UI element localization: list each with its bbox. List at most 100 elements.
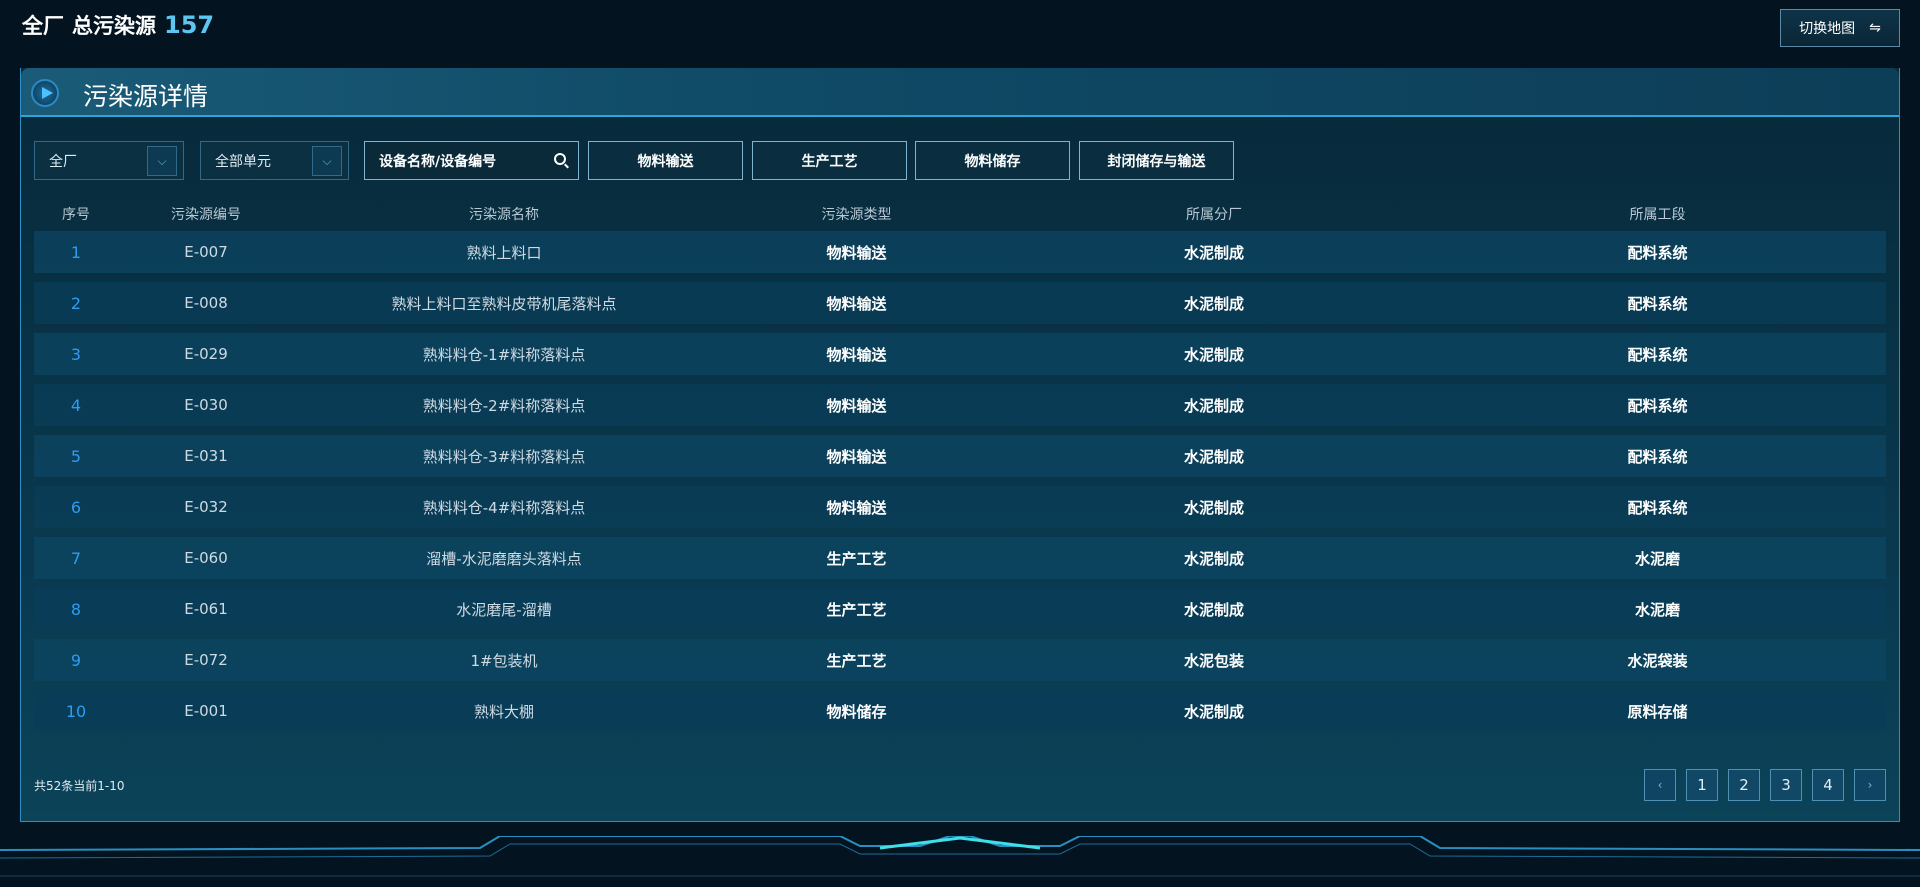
table-cell: 熟料料仓-3#料称落料点 [422, 447, 586, 466]
filter-material-storage-button[interactable]: 物料储存 [915, 141, 1070, 180]
page-button-2[interactable]: 2 [1728, 769, 1760, 801]
table-cell: 物料输送 [826, 498, 887, 517]
table-cell: 水泥制成 [1183, 345, 1244, 364]
total-label: 总污染源 [72, 14, 156, 38]
column-header: 所属分厂 [1186, 207, 1242, 223]
table-header: 序号 污染源编号 污染源名称 污染源类型 所属分厂 所属工段 [34, 203, 1886, 225]
table-cell: 水泥制成 [1183, 294, 1244, 313]
search-input[interactable]: 设备名称/设备编号 [364, 141, 579, 180]
table-cell: 配料系统 [1627, 498, 1688, 517]
table-cell: 水泥制成 [1183, 447, 1244, 466]
table-cell: E-061 [184, 600, 228, 618]
chevron-down-icon[interactable]: ⌵ [312, 146, 342, 176]
table-cell: 物料输送 [826, 396, 887, 415]
table-cell: 物料输送 [826, 447, 887, 466]
table-cell: 10 [65, 701, 87, 721]
table-cell: 2 [70, 293, 82, 313]
table-cell: 水泥制成 [1183, 600, 1244, 619]
column-header: 污染源编号 [171, 207, 241, 223]
table-cell: E-031 [184, 447, 228, 465]
page-button-3[interactable]: 3 [1770, 769, 1802, 801]
table-cell: 8 [70, 599, 82, 619]
column-header: 所属工段 [1629, 207, 1686, 223]
bottom-frame-decoration [0, 836, 1920, 877]
column-header: 污染源名称 [469, 207, 539, 223]
table-cell: 配料系统 [1627, 243, 1688, 262]
unit-select[interactable]: 全部单元 ⌵ [200, 141, 349, 180]
search-icon[interactable] [554, 153, 566, 165]
table-cell: 配料系统 [1627, 294, 1688, 313]
table-cell: 水泥磨尾-溜槽 [456, 600, 552, 619]
table-cell: 水泥制成 [1183, 549, 1244, 568]
chevron-down-icon[interactable]: ⌵ [147, 146, 177, 176]
table-cell: 4 [70, 395, 82, 415]
page-button-1[interactable]: 1 [1686, 769, 1718, 801]
table-cell: 水泥制成 [1183, 243, 1244, 262]
table-cell: 6 [70, 497, 82, 517]
plant-select[interactable]: 全厂 ⌵ [34, 141, 184, 180]
table-cell: E-072 [184, 651, 228, 669]
table-cell: 熟料料仓-1#料称落料点 [422, 345, 586, 364]
table-cell: 水泥磨 [1634, 549, 1680, 568]
search-placeholder: 设备名称/设备编号 [379, 153, 497, 170]
table-cell: 生产工艺 [826, 549, 887, 568]
play-icon [31, 79, 59, 107]
table-cell: E-032 [184, 498, 228, 516]
filter-material-transport-button[interactable]: 物料输送 [588, 141, 743, 180]
table-cell: E-060 [184, 549, 228, 567]
column-header: 序号 [62, 207, 90, 223]
page-button-4[interactable]: 4 [1812, 769, 1844, 801]
table-cell: 水泥制成 [1183, 396, 1244, 415]
prev-page-button[interactable]: ‹ [1644, 769, 1676, 801]
total-count: 157 [164, 11, 215, 39]
table-cell: 水泥包装 [1183, 651, 1244, 670]
pagination-summary: 共52条当前1-10 [34, 779, 125, 793]
table-cell: 7 [70, 548, 82, 568]
panel-header: 污染源详情 [21, 68, 1899, 117]
table-cell: E-030 [184, 396, 228, 414]
table-cell: 配料系统 [1627, 396, 1688, 415]
table-cell: 物料储存 [826, 702, 887, 721]
table-cell: 3 [70, 344, 82, 364]
table-cell: 物料输送 [826, 294, 887, 313]
table-row[interactable]: 8 E-061 水泥磨尾-溜槽 生产工艺 水泥制成 水泥磨 [34, 588, 1886, 630]
table-cell: 配料系统 [1627, 345, 1688, 364]
table-cell: 9 [70, 650, 82, 670]
table-row[interactable]: 2 E-008 熟料上料口至熟料皮带机尾落料点 物料输送 水泥制成 配料系统 [34, 282, 1886, 324]
table-cell: 熟料大棚 [473, 702, 534, 721]
table-cell: 物料输送 [826, 345, 887, 364]
table-cell: 5 [70, 446, 82, 466]
table-row[interactable]: 3 E-029 熟料料仓-1#料称落料点 物料输送 水泥制成 配料系统 [34, 333, 1886, 375]
table-row[interactable]: 7 E-060 溜槽-水泥磨磨头落料点 生产工艺 水泥制成 水泥磨 [34, 537, 1886, 579]
table-row[interactable]: 9 E-072 1#包装机 生产工艺 水泥包装 水泥袋装 [34, 639, 1886, 681]
table-cell: 1 [70, 242, 82, 262]
filter-production-process-button[interactable]: 生产工艺 [752, 141, 907, 180]
table-cell: 熟料上料口 [466, 243, 542, 262]
table-row[interactable]: 4 E-030 熟料料仓-2#料称落料点 物料输送 水泥制成 配料系统 [34, 384, 1886, 426]
swap-arrows-icon: ⇋ [1869, 20, 1881, 36]
plant-select-value: 全厂 [49, 153, 77, 170]
table-cell: 熟料料仓-4#料称落料点 [422, 498, 586, 517]
next-page-button[interactable]: › [1854, 769, 1886, 801]
unit-select-value: 全部单元 [215, 153, 271, 170]
switch-map-button[interactable]: 切换地图 ⇋ [1780, 9, 1900, 47]
table-cell: E-008 [184, 294, 228, 312]
table-cell: 水泥制成 [1183, 702, 1244, 721]
table-row[interactable]: 10 E-001 熟料大棚 物料储存 水泥制成 原料存储 [34, 690, 1886, 732]
filter-closed-storage-button[interactable]: 封闭储存与输送 [1079, 141, 1234, 180]
switch-map-label: 切换地图 [1799, 21, 1856, 37]
table-cell: 物料输送 [826, 243, 887, 262]
table-cell: 配料系统 [1627, 447, 1688, 466]
table-cell: 水泥袋装 [1627, 651, 1688, 670]
panel-title: 污染源详情 [83, 82, 209, 111]
table-cell: 生产工艺 [826, 600, 887, 619]
table-row[interactable]: 1 E-007 熟料上料口 物料输送 水泥制成 配料系统 [34, 231, 1886, 273]
table-cell: 熟料上料口至熟料皮带机尾落料点 [391, 294, 617, 313]
table-cell: 1#包装机 [470, 651, 538, 670]
table-row[interactable]: 5 E-031 熟料料仓-3#料称落料点 物料输送 水泥制成 配料系统 [34, 435, 1886, 477]
table-row[interactable]: 6 E-032 熟料料仓-4#料称落料点 物料输送 水泥制成 配料系统 [34, 486, 1886, 528]
table-cell: 生产工艺 [826, 651, 887, 670]
table-cell: 原料存储 [1627, 702, 1688, 721]
table-cell: 水泥磨 [1634, 600, 1680, 619]
scope-label: 全厂 [22, 14, 64, 38]
